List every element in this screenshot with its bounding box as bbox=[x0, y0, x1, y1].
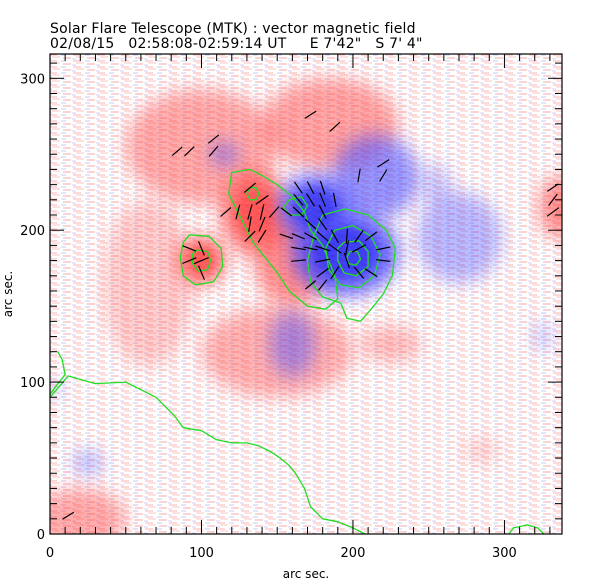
field-vector bbox=[353, 266, 365, 279]
vector-field bbox=[62, 110, 560, 520]
axis-ticks bbox=[49, 54, 562, 535]
field-vector bbox=[235, 204, 241, 220]
field-vector bbox=[244, 230, 256, 242]
field-vector bbox=[318, 204, 327, 219]
field-vector bbox=[318, 217, 328, 231]
contour-positive-plage bbox=[228, 168, 339, 310]
chart-title: Solar Flare Telescope (MTK) : vector mag… bbox=[50, 21, 416, 37]
field-vector bbox=[379, 169, 388, 182]
field-vector bbox=[305, 193, 316, 207]
field-vector bbox=[255, 194, 269, 205]
contour-negative-core bbox=[346, 250, 362, 266]
field-vector bbox=[330, 229, 339, 244]
field-vector bbox=[292, 206, 305, 218]
contour-negative-inner bbox=[337, 240, 369, 277]
contour-limb-line bbox=[50, 351, 366, 534]
contour-positive-plage-core bbox=[246, 187, 260, 201]
field-vector bbox=[376, 259, 391, 262]
axis-tick-labels: 0 100 200 300 0 100 200 300 bbox=[20, 72, 517, 561]
field-vector bbox=[345, 228, 349, 244]
field-vector bbox=[319, 180, 326, 195]
field-vector bbox=[316, 267, 329, 278]
chart-subtitle: 02/08/15 02:58:08-02:59:14 UT E 7'42" S … bbox=[50, 36, 423, 52]
field-vector bbox=[184, 146, 195, 157]
field-vector bbox=[257, 229, 267, 243]
field-vector bbox=[319, 192, 327, 208]
field-vector bbox=[62, 511, 75, 520]
field-vector bbox=[294, 181, 303, 194]
field-vector bbox=[318, 279, 328, 291]
field-vector bbox=[220, 207, 232, 217]
field-vector bbox=[546, 207, 560, 217]
field-vector bbox=[280, 207, 293, 217]
field-vector bbox=[329, 121, 341, 133]
field-vector bbox=[304, 232, 317, 241]
field-vector bbox=[315, 258, 331, 263]
field-vector bbox=[304, 218, 317, 230]
field-vector bbox=[247, 204, 253, 220]
field-vector bbox=[268, 206, 280, 218]
field-vector bbox=[291, 259, 306, 262]
field-vector bbox=[303, 246, 318, 251]
field-vector bbox=[259, 204, 265, 220]
field-vector bbox=[258, 216, 266, 232]
field-vector bbox=[305, 280, 317, 290]
field-vector bbox=[208, 145, 219, 157]
field-vector bbox=[193, 256, 210, 265]
contour-negative-outer bbox=[306, 208, 397, 322]
contour-lines bbox=[50, 168, 545, 534]
field-vector bbox=[357, 168, 361, 183]
x-tick-label: 200 bbox=[341, 546, 366, 561]
field-vector bbox=[248, 216, 252, 232]
y-tick-label: 200 bbox=[20, 224, 45, 239]
y-axis-label: arc sec. bbox=[1, 271, 15, 317]
y-tick-label: 300 bbox=[20, 72, 45, 87]
field-vector bbox=[279, 233, 294, 240]
field-vector bbox=[306, 181, 315, 195]
field-vector bbox=[332, 192, 337, 208]
field-vector bbox=[548, 193, 558, 206]
field-vector bbox=[315, 245, 331, 252]
field-vector bbox=[330, 266, 340, 280]
field-vector bbox=[364, 231, 378, 242]
field-vector bbox=[291, 246, 306, 251]
y-tick-label: 100 bbox=[20, 376, 45, 391]
field-vector bbox=[546, 183, 559, 192]
contour-positive-spot-outer bbox=[179, 234, 224, 286]
field-vector bbox=[243, 182, 256, 193]
field-vector bbox=[182, 245, 197, 252]
field-vector bbox=[304, 110, 317, 119]
field-vector bbox=[351, 244, 367, 253]
field-vector bbox=[198, 265, 205, 280]
field-vector bbox=[293, 193, 304, 206]
field-vector bbox=[182, 257, 197, 265]
field-vector bbox=[198, 241, 205, 256]
plot-area bbox=[50, 54, 562, 534]
field-vector bbox=[207, 134, 220, 144]
field-vector bbox=[364, 268, 378, 278]
field-vector bbox=[377, 159, 390, 168]
contour-limb-arc-right bbox=[508, 524, 545, 534]
field-vector bbox=[354, 229, 364, 243]
noise-overlay bbox=[50, 54, 562, 534]
plot-frame bbox=[49, 53, 563, 535]
y-tick-label: 0 bbox=[37, 528, 45, 543]
x-tick-label: 0 bbox=[46, 546, 54, 561]
x-tick-label: 300 bbox=[492, 546, 517, 561]
field-vector bbox=[291, 233, 306, 240]
field-vector bbox=[376, 246, 391, 251]
contour-positive-spot-inner bbox=[191, 249, 212, 272]
field-vector bbox=[344, 240, 350, 257]
field-vector bbox=[328, 243, 342, 254]
x-axis-label: arc sec. bbox=[283, 567, 329, 581]
field-vector bbox=[171, 146, 183, 157]
field-vector bbox=[316, 231, 329, 242]
x-tick-label: 100 bbox=[189, 546, 214, 561]
